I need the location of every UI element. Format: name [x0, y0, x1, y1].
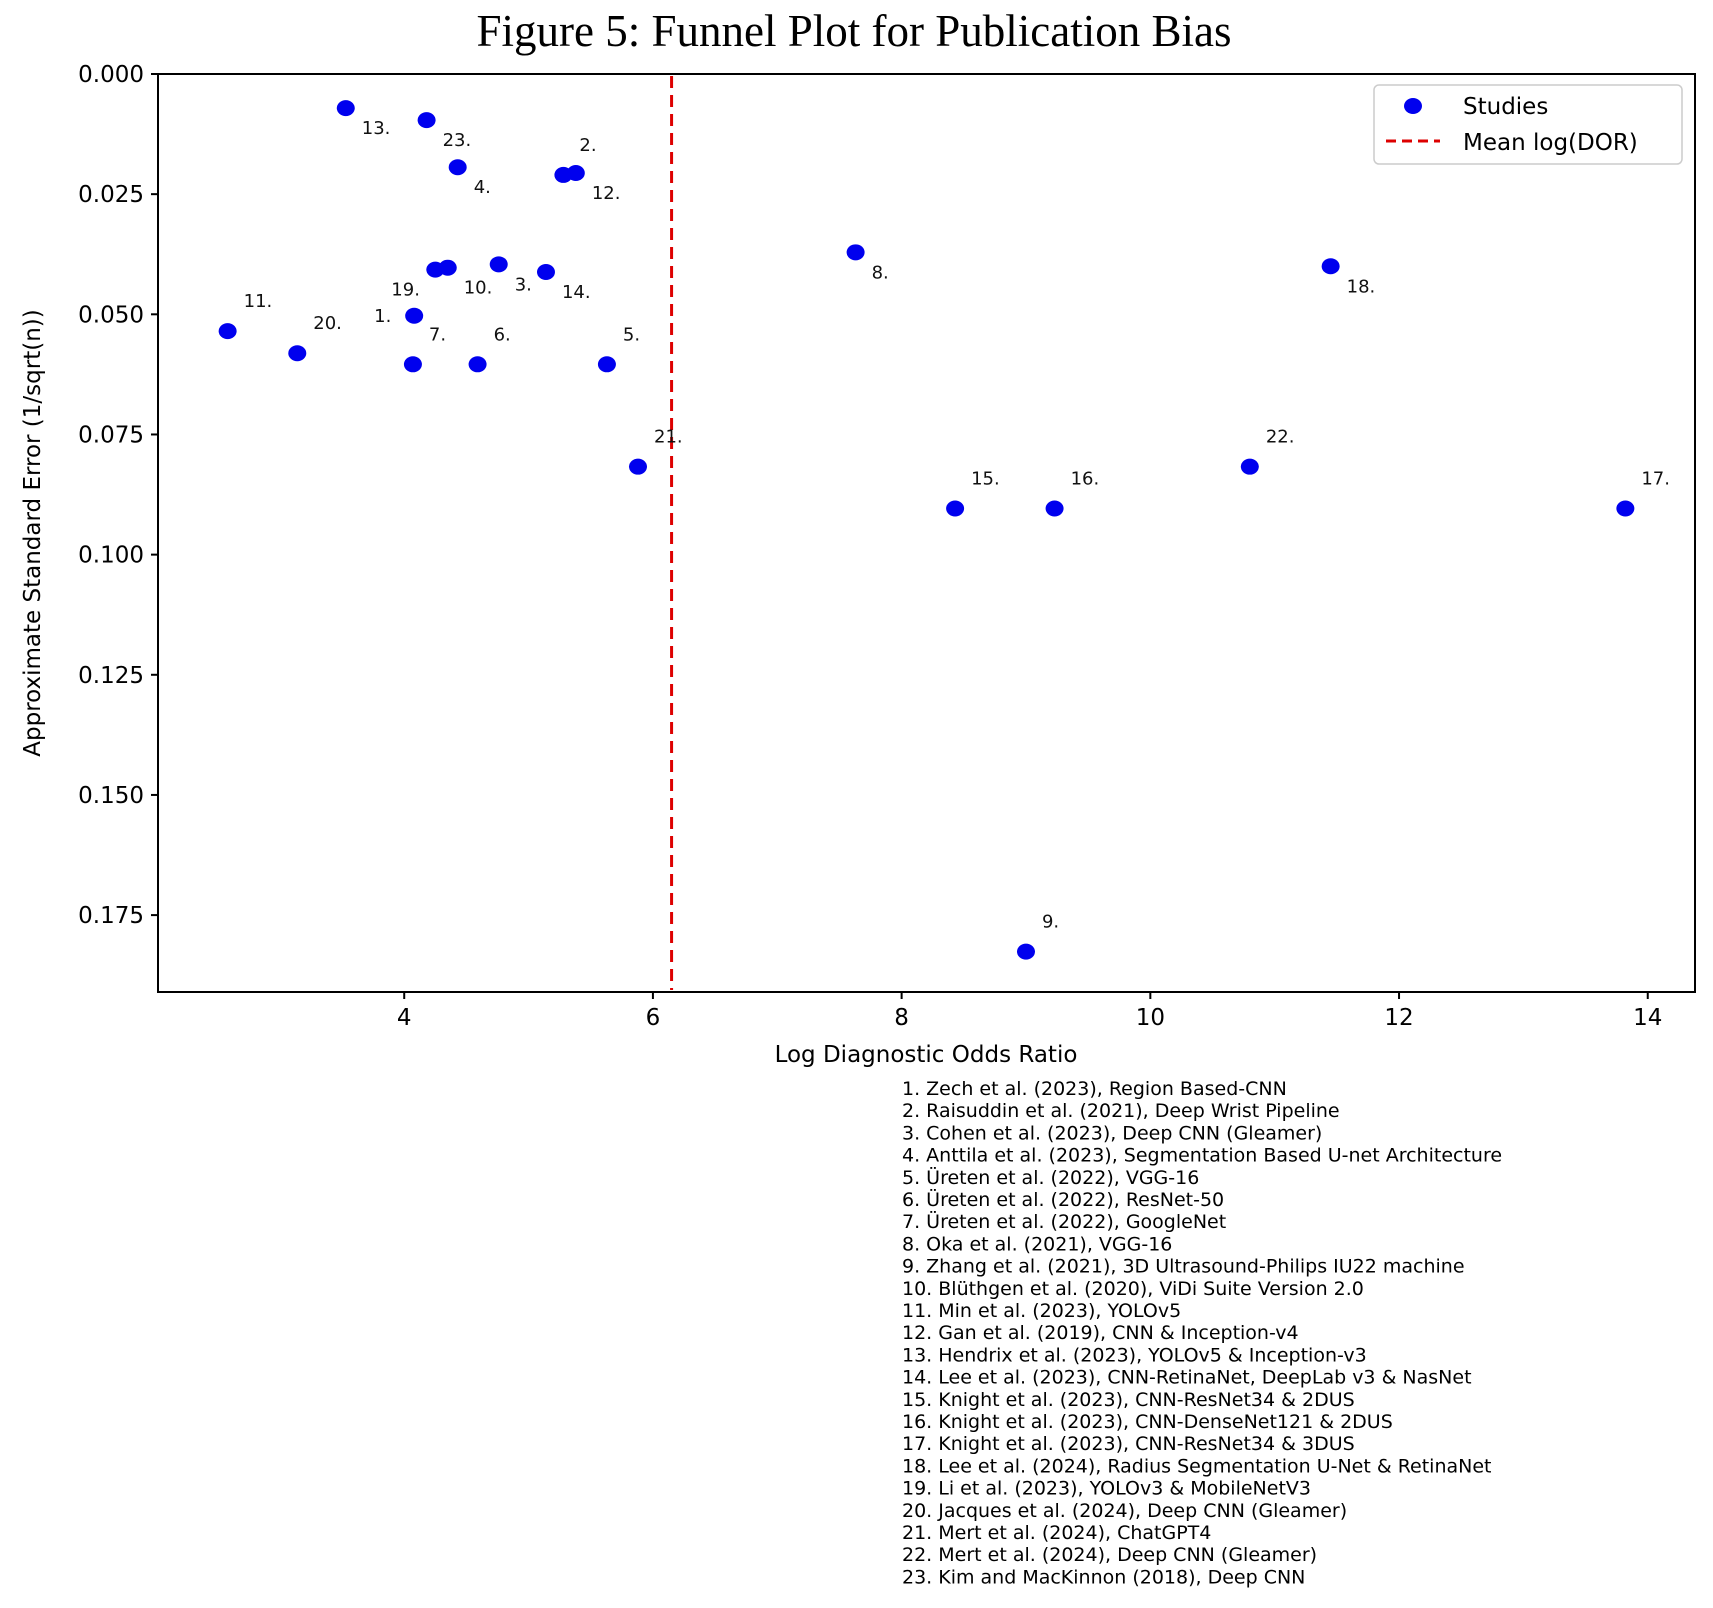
legend: Studies Mean log(DOR) [1373, 84, 1683, 165]
study-list-item: 11. Min et al. (2023), YOLOv5 [902, 1300, 1181, 1322]
y-tick-label: 0.050 [78, 302, 144, 328]
study-point-label: 10. [464, 278, 493, 299]
axes-frame [157, 73, 1696, 993]
study-point [468, 356, 487, 373]
x-tick-label: 14 [1633, 1005, 1662, 1031]
study-point-label: 1. [374, 306, 391, 327]
study-list-item: 20. Jacques et al. (2024), Deep CNN (Gle… [902, 1500, 1347, 1522]
y-tick-label: 0.025 [78, 182, 144, 208]
legend-studies-marker [1404, 98, 1422, 114]
study-list-item: 19. Li et al. (2023), YOLOv3 & MobileNet… [902, 1478, 1311, 1500]
study-point-label: 20. [313, 313, 342, 334]
study-list-item: 16. Knight et al. (2023), CNN-DenseNet12… [902, 1411, 1393, 1433]
study-point [846, 244, 865, 261]
plot-area: 0.000 0.025 0.050 0.075 0.100 0.125 0.150 0.175… [78, 62, 1696, 1031]
study-point [946, 500, 965, 517]
study-point-label: 11. [244, 291, 273, 312]
study-list-item: 22. Mert et al. (2024), Deep CNN (Gleame… [902, 1544, 1317, 1566]
study-list-item: 14. Lee et al. (2023), CNN-RetinaNet, De… [902, 1367, 1472, 1389]
x-axis-label: Log Diagnostic Odds Ratio [775, 1042, 1078, 1068]
study-list-item: 23. Kim and MacKinnon (2018), Deep CNN [902, 1566, 1305, 1588]
study-point-label: 9. [1042, 912, 1059, 933]
study-point [218, 323, 237, 340]
study-list-item: 4. Anttila et al. (2023), Segmentation B… [902, 1145, 1502, 1167]
legend-box [1373, 84, 1683, 165]
study-point-label: 17. [1641, 468, 1670, 489]
study-point-label: 23. [443, 130, 472, 151]
y-tick-label: 0.175 [78, 903, 144, 929]
study-point [403, 356, 422, 373]
y-tick-label: 0.100 [78, 543, 144, 569]
x-tick-label: 8 [894, 1005, 909, 1031]
x-tick-label: 10 [1136, 1005, 1165, 1031]
study-list-item: 5. Üreten et al. (2022), VGG-16 [902, 1166, 1199, 1189]
x-tick-label: 6 [646, 1005, 661, 1031]
y-tick-label: 0.125 [78, 663, 144, 689]
y-tick-label: 0.150 [78, 783, 144, 809]
study-point-label: 15. [971, 468, 1000, 489]
study-point [1016, 943, 1035, 960]
study-points: 1. 2. 3. 4. 5. 6. 7. 8. 9. 10. 11. 12. 13. 14. 15. 16. 1… [218, 100, 1670, 960]
study-list-item: 17. Knight et al. (2023), CNN-ResNet34 &… [902, 1433, 1355, 1455]
y-tick-label: 0.000 [78, 62, 144, 88]
study-point [1045, 500, 1064, 517]
study-point [597, 356, 616, 373]
chart-title: Figure 5: Funnel Plot for Publication Bi… [477, 6, 1232, 56]
study-point-label: 22. [1266, 427, 1295, 448]
study-point [629, 458, 648, 475]
study-list-item: 6. Üreten et al. (2022), ResNet-50 [902, 1188, 1224, 1211]
study-list: 1. Zech et al. (2023), Region Based-CNN2… [902, 1078, 1502, 1588]
study-point-label: 19. [391, 280, 420, 301]
study-point [1616, 500, 1635, 517]
study-list-item: 9. Zhang et al. (2021), 3D Ultrasound-Ph… [902, 1256, 1465, 1278]
study-point-label: 5. [623, 324, 640, 345]
study-list-item: 7. Üreten et al. (2022), GoogleNet [902, 1210, 1226, 1233]
study-point-label: 16. [1071, 468, 1100, 489]
study-list-item: 10. Blüthgen et al. (2020), ViDi Suite V… [902, 1278, 1364, 1300]
study-list-item: 2. Raisuddin et al. (2021), Deep Wrist P… [902, 1100, 1340, 1122]
study-list-item: 15. Knight et al. (2023), CNN-ResNet34 &… [902, 1389, 1355, 1411]
study-point [1240, 458, 1259, 475]
study-point [288, 345, 307, 362]
study-point [448, 159, 467, 176]
x-tick-label: 4 [397, 1005, 412, 1031]
study-point-label: 13. [362, 118, 391, 139]
study-point-label: 4. [474, 177, 491, 198]
study-list-item: 13. Hendrix et al. (2023), YOLOv5 & Ince… [902, 1344, 1367, 1366]
study-point-label: 18. [1347, 276, 1376, 297]
study-list-item: 18. Lee et al. (2024), Radius Segmentati… [902, 1455, 1492, 1477]
study-point-label: 3. [515, 274, 532, 295]
study-point [566, 165, 585, 182]
study-list-item: 21. Mert et al. (2024), ChatGPT4 [902, 1522, 1211, 1544]
study-list-item: 8. Oka et al. (2021), VGG-16 [902, 1233, 1172, 1255]
study-list-item: 3. Cohen et al. (2023), Deep CNN (Gleame… [902, 1122, 1322, 1144]
legend-studies-label: Studies [1463, 94, 1548, 120]
study-point [417, 112, 436, 129]
y-tick-label: 0.075 [78, 422, 144, 448]
study-point-label: 21. [654, 427, 683, 448]
study-list-item: 12. Gan et al. (2019), CNN & Inception-v… [902, 1322, 1299, 1344]
y-axis-label: Approximate Standard Error (1/sqrt(n)) [20, 309, 46, 756]
study-point-label: 7. [429, 324, 446, 345]
x-axis: 4 6 8 10 12 14 [397, 992, 1662, 1031]
study-point-label: 14. [562, 282, 591, 303]
study-point-label: 8. [872, 262, 889, 283]
study-point [426, 261, 445, 278]
study-point [536, 264, 555, 281]
study-point [405, 307, 424, 324]
study-point-label: 6. [494, 324, 511, 345]
study-point-label: 12. [592, 183, 621, 204]
study-point-label: 2. [579, 135, 596, 156]
study-point [336, 100, 355, 117]
y-axis: 0.000 0.025 0.050 0.075 0.100 0.125 0.150 0.175 [78, 62, 158, 929]
study-point [489, 256, 508, 273]
legend-mean-label: Mean log(DOR) [1463, 130, 1638, 156]
study-point [1321, 258, 1340, 275]
x-tick-label: 12 [1384, 1005, 1413, 1031]
study-list-item: 1. Zech et al. (2023), Region Based-CNN [902, 1078, 1287, 1100]
